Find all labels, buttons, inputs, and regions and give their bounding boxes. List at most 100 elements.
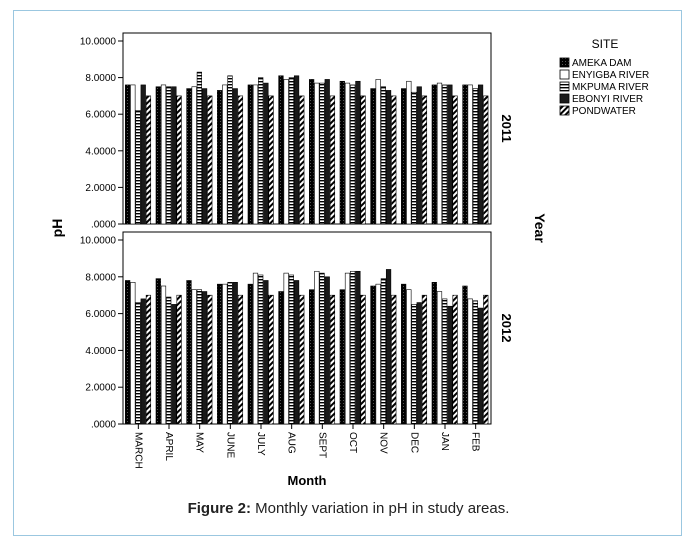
bar-2012-ameka-dam-sept: [309, 289, 315, 425]
x-tick-label-feb: FEB: [470, 432, 481, 452]
legend-entry-pondwater: PONDWATER: [572, 106, 636, 117]
bar-2011-ameka-dam-april: [155, 86, 161, 225]
bar-2012-pondwater-sept: [329, 294, 336, 425]
bar-2012-enyigba-river-aug: [283, 272, 289, 425]
bar-2012-pondwater-july: [268, 294, 274, 425]
legend-entry-enyigba-river: ENYIGBA RIVER: [572, 70, 649, 81]
bar-2011-ebonyi-river-nov: [385, 90, 392, 225]
bar-2011-enyigba-river-feb: [467, 84, 473, 225]
bar-2012-enyigba-river-april: [160, 285, 167, 425]
x-tick-label-dec: DEC: [408, 432, 419, 453]
bar-2012-mkpuma-river-oct: [350, 270, 356, 425]
bar-2011-enyigba-river-july: [252, 84, 259, 225]
x-tick-label-march: MARCH: [132, 432, 143, 469]
bar-2012-enyigba-river-jan: [436, 291, 443, 425]
bar-2011-enyigba-river-oct: [344, 82, 351, 225]
x-tick-label-oct: OCT: [347, 432, 358, 453]
bar-2012-pondwater-nov: [391, 294, 397, 425]
bar-2011-pondwater-may: [207, 95, 213, 225]
bar-2011-ameka-dam-jan: [431, 84, 437, 225]
bar-2011-ameka-dam-oct: [339, 80, 345, 225]
bar-2012-mkpuma-river-april: [166, 296, 172, 425]
y-tick-label: 6.0000: [85, 110, 116, 121]
bar-2012-ebonyi-river-july: [263, 280, 269, 425]
bar-2012-pondwater-march: [145, 294, 152, 425]
bar-2012-ebonyi-river-sept: [324, 276, 330, 425]
y-tick-label: 6.0000: [85, 309, 116, 320]
bar-2011-ebonyi-river-sept: [324, 79, 330, 225]
bar-2011-ebonyi-river-march: [140, 84, 146, 225]
bar-2012-mkpuma-river-nov: [380, 278, 386, 425]
y-tick-label: 10.0000: [80, 37, 117, 48]
bar-2011-pondwater-oct: [360, 95, 366, 225]
bar-2011-ebonyi-river-may: [201, 88, 208, 225]
bar-2012-ebonyi-river-april: [171, 304, 177, 425]
y-tick-label: 2.0000: [85, 183, 116, 194]
legend-entry-ameka-dam: AMEKA DAM: [572, 58, 631, 69]
bar-2012-pondwater-jan: [452, 294, 458, 425]
bar-2011-mkpuma-river-jan: [442, 84, 448, 225]
bar-2012-ebonyi-river-feb: [477, 307, 484, 425]
bar-2011-pondwater-jan: [452, 95, 458, 225]
bar-2011-ebonyi-river-feb: [477, 84, 484, 225]
legend-swatch-ebonyi-river: [559, 93, 570, 104]
bar-2012-mkpuma-river-july: [258, 274, 264, 425]
bar-2012-ameka-dam-june: [217, 283, 223, 425]
x-tick-label-april: APRIL: [163, 432, 174, 461]
bar-2011-enyigba-river-nov: [375, 79, 381, 225]
x-tick-label-nov: NOV: [378, 432, 389, 454]
bar-2011-ebonyi-river-jan: [447, 84, 453, 225]
bar-2011-pondwater-aug: [299, 95, 305, 225]
x-tick-label-june: JUNE: [224, 432, 235, 458]
bar-2012-mkpuma-river-jan: [442, 298, 448, 425]
bar-2011-mkpuma-river-march: [135, 110, 141, 225]
bar-2012-mkpuma-river-dec: [411, 304, 417, 425]
bar-2012-ameka-dam-may: [186, 280, 192, 425]
bar-2011-enyigba-river-sept: [314, 82, 320, 225]
panel-label-2011: 2011: [499, 114, 514, 142]
legend-swatch-ameka-dam: [559, 57, 570, 68]
bar-2012-ebonyi-river-dec: [416, 302, 422, 425]
y-tick-label: 8.0000: [85, 73, 116, 84]
bar-2011-mkpuma-river-june: [227, 75, 233, 225]
legend-entry-mkpuma-river: MKPUMA RIVER: [572, 82, 649, 93]
panel-2011: .0000 2.0000 4.0000 6.0000 8.0000 10.0000 2011: [80, 32, 514, 231]
y-tick-label: 10.0000: [80, 236, 117, 247]
y-tick-label: .0000: [91, 420, 116, 431]
x-tick-label-july: JULY: [255, 432, 266, 456]
bar-2011-ameka-dam-aug: [278, 75, 284, 225]
bar-2011-mkpuma-river-dec: [411, 91, 417, 225]
bar-2011-pondwater-june: [237, 95, 244, 225]
bar-2011-ebonyi-river-july: [263, 82, 269, 225]
x-axis-title: Month: [288, 473, 327, 488]
bar-2012-ebonyi-river-june: [232, 282, 238, 425]
bar-2012-mkpuma-river-aug: [288, 274, 294, 425]
bar-2012-enyigba-river-sept: [314, 270, 320, 425]
bar-2012-ameka-dam-march: [125, 280, 131, 425]
bar-2011-mkpuma-river-oct: [350, 84, 356, 225]
panel-border: [122, 231, 492, 425]
bar-2012-ameka-dam-oct: [339, 289, 345, 425]
bar-2012-mkpuma-river-june: [227, 282, 233, 425]
bar-2012-enyigba-river-june: [222, 283, 228, 425]
bar-2011-ameka-dam-march: [125, 84, 131, 225]
bar-2012-ebonyi-river-may: [201, 291, 208, 425]
bar-2012-pondwater-may: [207, 294, 213, 425]
bar-2011-pondwater-april: [176, 95, 182, 225]
panel-label-2012: 2012: [499, 314, 514, 343]
bar-2012-ebonyi-river-jan: [447, 305, 453, 425]
y-tick-label: 4.0000: [85, 346, 116, 357]
bar-2011-enyigba-river-dec: [406, 80, 412, 225]
figure-caption: Figure 2: Monthly variation in pH in stu…: [0, 500, 697, 517]
bar-2011-mkpuma-river-may: [196, 71, 202, 225]
bar-2011-ameka-dam-dec: [401, 88, 407, 225]
bar-2012-pondwater-june: [237, 294, 244, 425]
bar-2012-enyigba-river-july: [252, 272, 259, 425]
x-tick-label-jan: JAN: [439, 432, 450, 451]
bar-2012-ameka-dam-feb: [462, 285, 468, 425]
bar-2012-pondwater-feb: [483, 294, 489, 425]
bar-2011-mkpuma-river-aug: [288, 77, 294, 225]
bar-2012-ameka-dam-aug: [278, 291, 284, 425]
bar-2011-pondwater-sept: [329, 95, 336, 225]
